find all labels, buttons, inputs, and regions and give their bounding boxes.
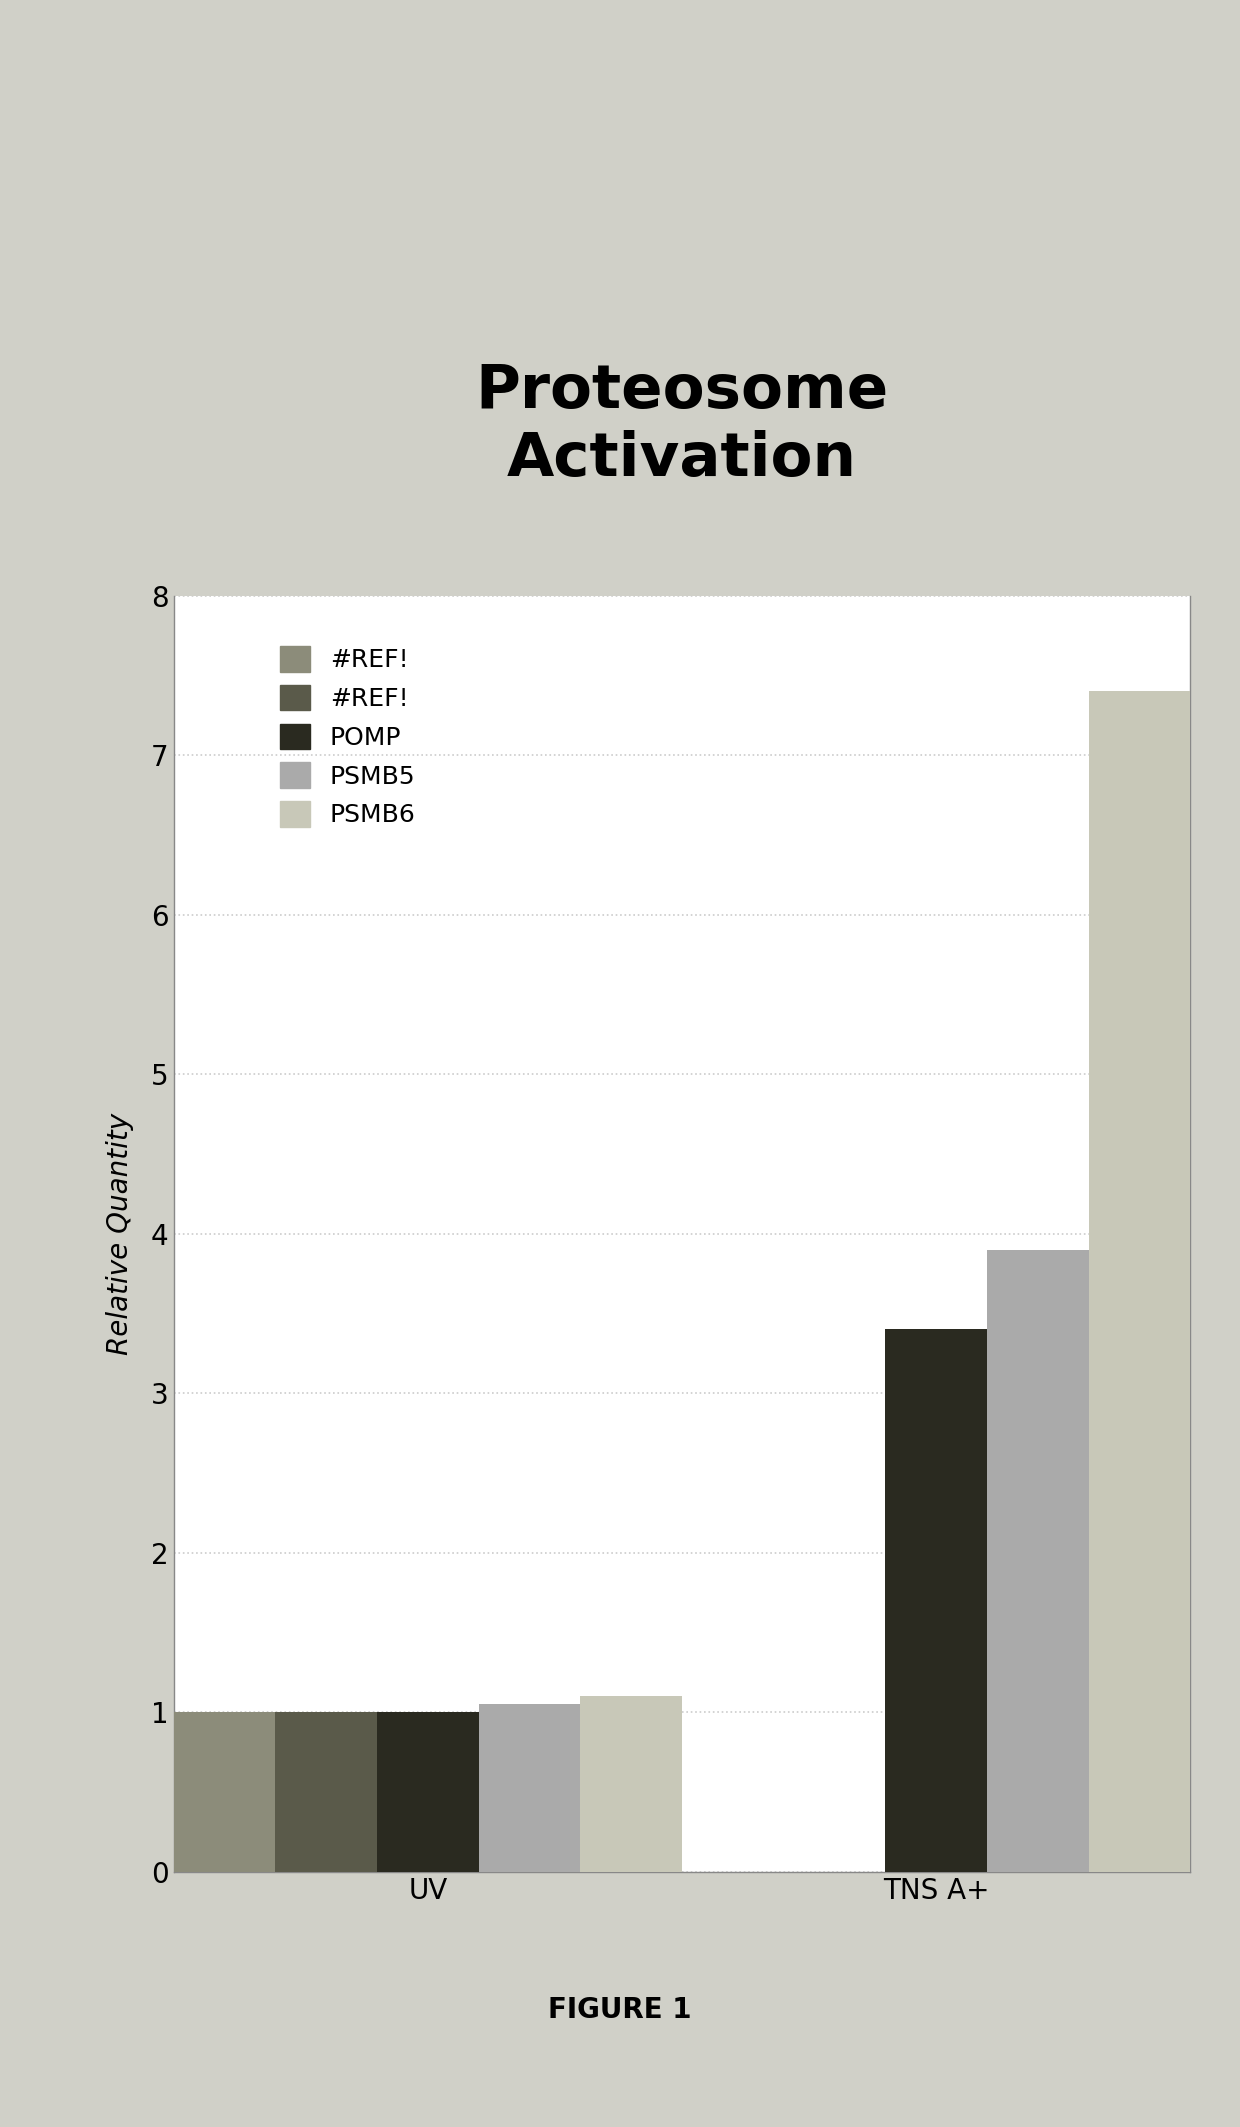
Legend: #REF!, #REF!, POMP, PSMB5, PSMB6: #REF!, #REF!, POMP, PSMB5, PSMB6 — [268, 634, 428, 840]
Bar — [885, 1329, 987, 1872]
Bar — [580, 1697, 682, 1872]
Bar — [1089, 691, 1190, 1872]
Bar — [987, 1251, 1089, 1872]
Bar — [174, 1712, 275, 1872]
Bar — [275, 1712, 377, 1872]
Y-axis label: Relative Quantity: Relative Quantity — [107, 1112, 134, 1355]
Text: FIGURE 1: FIGURE 1 — [548, 1995, 692, 2025]
Bar — [479, 1704, 580, 1872]
Text: Proteosome
Activation: Proteosome Activation — [475, 362, 889, 489]
Bar — [377, 1712, 479, 1872]
